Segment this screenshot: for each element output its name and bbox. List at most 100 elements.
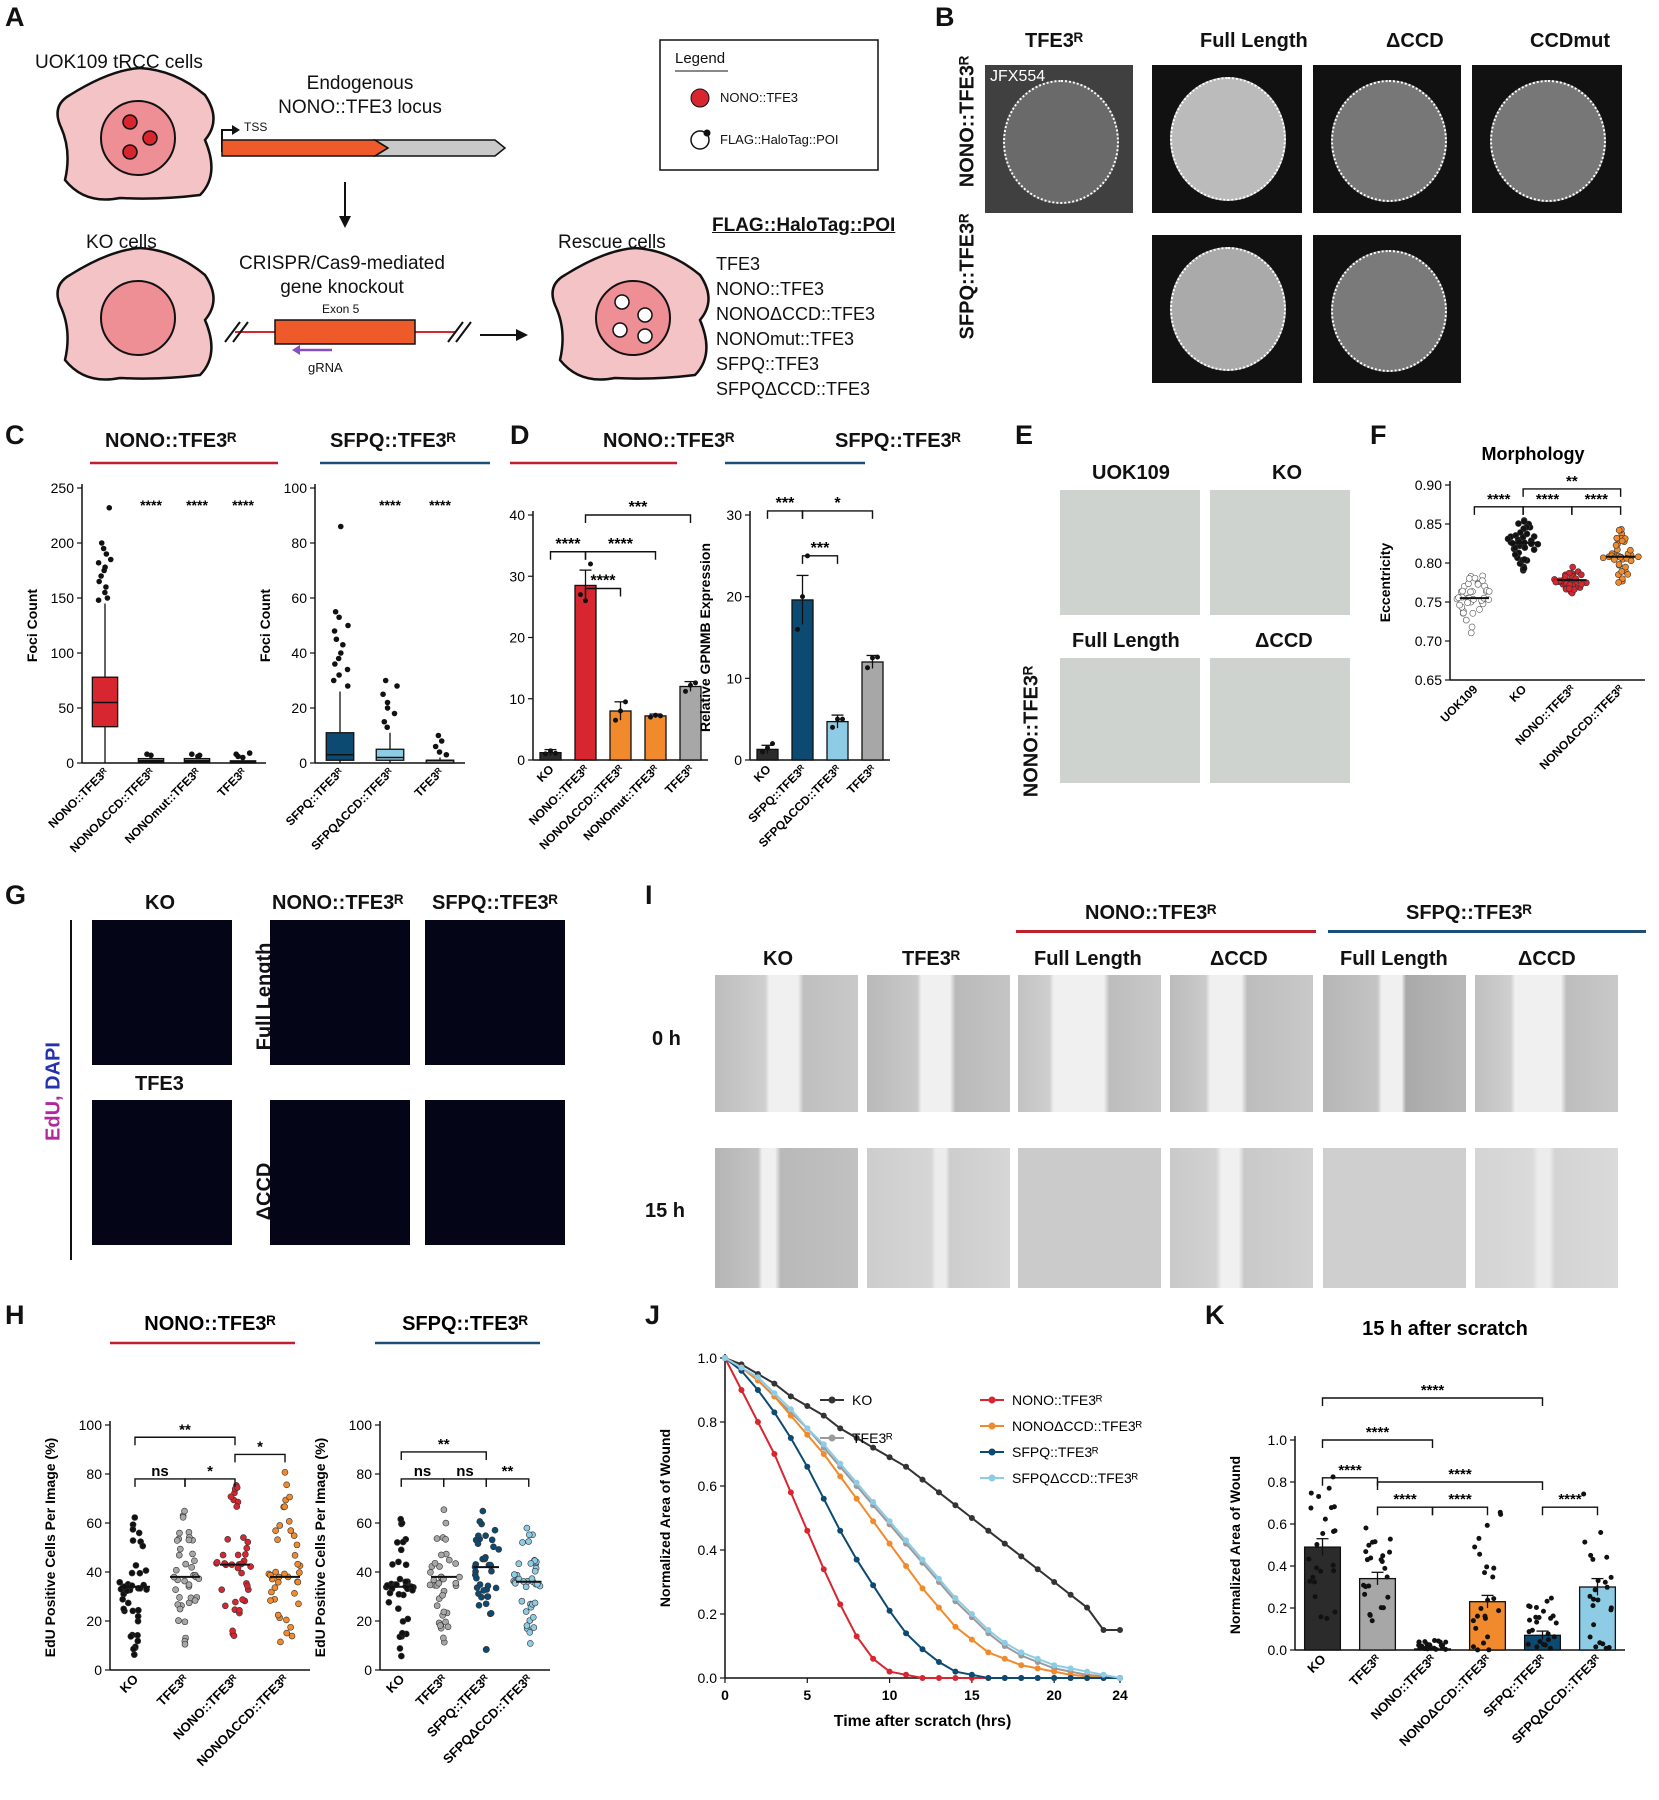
data-point [1527, 1604, 1533, 1610]
sig-bracket [443, 1478, 487, 1487]
sig-bracket [400, 1451, 487, 1460]
data-point [1591, 1622, 1597, 1628]
legend-foci-icon [690, 88, 710, 108]
outlier-point [102, 564, 108, 570]
data-point [511, 1571, 518, 1578]
x-tick-label: 10 [882, 1687, 898, 1703]
data-point [189, 1550, 196, 1558]
sig-bracket [134, 1436, 236, 1446]
sig-label: **** [1487, 491, 1511, 508]
x-tick-label: KO [383, 1672, 407, 1696]
series-point [870, 1655, 877, 1662]
legend-marker [988, 1396, 996, 1404]
data-point [1472, 1544, 1478, 1550]
panel-label: C [5, 420, 25, 450]
series-point [804, 1463, 811, 1470]
col-header: ΔCCD [1518, 948, 1576, 970]
series-point [968, 1636, 975, 1643]
series-point [886, 1607, 893, 1614]
data-point [1547, 1645, 1553, 1651]
data-point [440, 1634, 447, 1642]
x-tick-label: 0 [721, 1687, 729, 1703]
data-point [530, 1624, 538, 1631]
chart-title: NONO::TFE3ᴿ [144, 1313, 276, 1335]
data-point [176, 1529, 183, 1537]
panel-h: H NONO::TFE3ᴿ 0 20 40 60 80 100 EdU Positive Ce… [0, 1300, 640, 1800]
sig-label: **** [140, 497, 162, 513]
series-point [837, 1527, 844, 1534]
data-point [173, 1537, 181, 1544]
data-point [445, 1556, 453, 1564]
nucleus [100, 100, 176, 176]
bar [1303, 1546, 1342, 1651]
data-point [1537, 1638, 1543, 1644]
cells1-label: UOK109 tRCC cells [35, 52, 203, 73]
series-point [853, 1556, 860, 1563]
series-point [1100, 1671, 1107, 1678]
data-point [1545, 1631, 1551, 1637]
data-point [1456, 601, 1463, 609]
data-point [281, 1469, 289, 1476]
series-point [1084, 1604, 1091, 1611]
y-tick-label: 200 [51, 535, 75, 551]
y-axis-label: Normalized Area of Wound [657, 1429, 673, 1607]
x-tick-label: KO [117, 1672, 141, 1696]
data-point [1331, 1504, 1337, 1510]
sig-label: **** [591, 573, 617, 590]
outlier-point [380, 691, 386, 698]
series-point [787, 1406, 794, 1413]
outlier-point [336, 614, 342, 621]
y-tick-label: 100 [51, 645, 75, 661]
data-point [1511, 551, 1519, 558]
row-header: NONO::TFE3ᴿ [1020, 665, 1043, 798]
sig-bracket [400, 1478, 445, 1487]
outlier-point [95, 597, 102, 603]
data-point [393, 1539, 401, 1546]
data-point [1485, 1634, 1491, 1640]
series-point [952, 1502, 959, 1509]
data-point [399, 1538, 407, 1546]
data-point [244, 1538, 252, 1546]
x-axis-label: Time after scratch (hrs) [834, 1713, 1012, 1730]
sig-label: ** [1566, 473, 1578, 490]
data-point [1326, 1485, 1332, 1491]
series-point [754, 1374, 761, 1381]
data-point [294, 1560, 302, 1568]
outlier-point [96, 578, 102, 585]
outlier-point [337, 523, 344, 530]
poi-item: NONOΔCCD::TFE3 [716, 304, 876, 324]
y-tick-label: 0 [734, 752, 742, 768]
chart-title: SFPQ::TFE3ᴿ [402, 1313, 529, 1335]
data-point [291, 1551, 299, 1559]
wound-image [1475, 1148, 1618, 1288]
wound-image [1170, 1148, 1313, 1288]
panel-label: E [1015, 420, 1034, 450]
series-point [738, 1364, 745, 1371]
data-point [1615, 561, 1623, 568]
x-tick-label: 24 [1112, 1687, 1128, 1703]
foci [122, 144, 138, 160]
data-point [588, 561, 593, 567]
rescue-label: Rescue cells [558, 232, 666, 253]
outlier-point [438, 738, 445, 744]
data-point [177, 1545, 184, 1553]
sig-bracket [1522, 506, 1573, 515]
y-tick-label: 0.2 [698, 1606, 718, 1622]
row-header: 0 h [652, 1028, 681, 1050]
sig-label: **** [1448, 1491, 1472, 1508]
data-point [1475, 1647, 1481, 1653]
legend-marker [988, 1448, 996, 1456]
data-point [1581, 1491, 1587, 1497]
y-tick-label: 0 [364, 1662, 372, 1678]
sig-label: ns [414, 1463, 432, 1480]
series-point [1067, 1665, 1074, 1672]
sig-bracket [485, 1478, 530, 1487]
y-tick-label: 40 [291, 645, 307, 661]
x-tick-label: NONOΔCCD::TFE3ᴿ [67, 765, 157, 855]
data-point [1608, 1574, 1614, 1580]
series-point [820, 1441, 827, 1448]
panel-label: H [5, 1300, 25, 1330]
y-tick-label: 0.85 [1415, 516, 1442, 532]
data-point [285, 1518, 293, 1525]
x-tick-label: TFE3ᴿ [1346, 1651, 1383, 1688]
